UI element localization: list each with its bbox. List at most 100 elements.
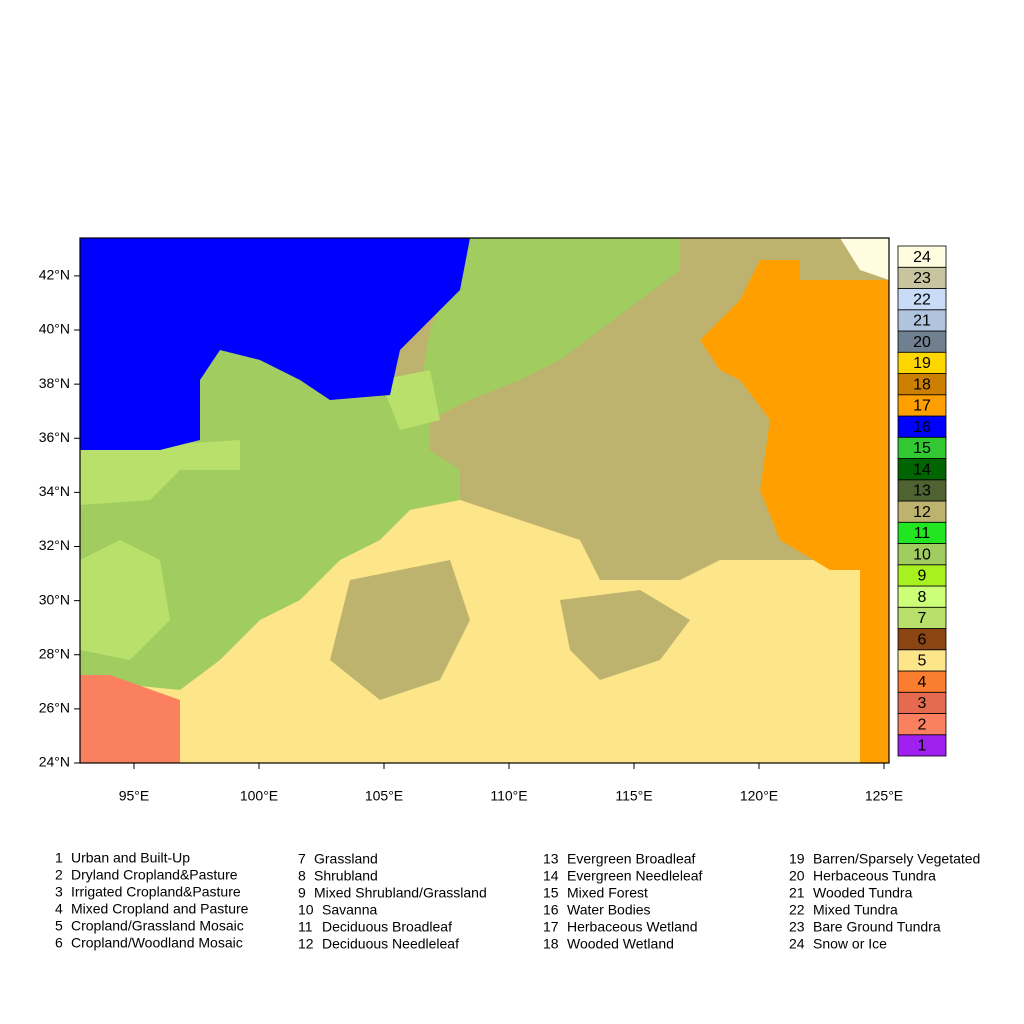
colorbar-label: 7	[918, 610, 927, 627]
map-frame	[79, 237, 890, 764]
colorbar-label: 8	[918, 589, 927, 606]
map-region	[840, 238, 889, 280]
colorbar-label: 9	[918, 568, 927, 585]
legend-code: 1	[55, 850, 63, 866]
legend-name: Mixed Forest	[567, 885, 648, 901]
legend-name: Irrigated Cropland&Pasture	[71, 884, 241, 900]
legend-name: Herbaceous Wetland	[567, 919, 697, 935]
map-region	[80, 238, 470, 450]
legend-code: 21	[789, 885, 805, 901]
colorbar-label: 4	[918, 674, 927, 691]
colorbar-label: 17	[913, 398, 931, 415]
legend-name: Wooded Tundra	[813, 885, 913, 901]
colorbar-box	[897, 245, 947, 268]
legend-name: Wooded Wetland	[567, 936, 674, 952]
legend: 1 Urban and Built-Up 2 Dryland Cropland&Pas…	[55, 850, 980, 952]
map-region	[80, 500, 860, 763]
map-region	[80, 440, 240, 505]
legend-code: 3	[55, 884, 63, 900]
x-tick-label: 105°E	[365, 788, 403, 804]
map-region	[380, 370, 440, 430]
colorbar-label: 1	[918, 738, 927, 755]
legend-code: 8	[298, 868, 306, 884]
colorbar-label: 24	[913, 249, 931, 266]
legend-name: Dryland Cropland&Pasture	[71, 867, 238, 883]
y-tick-label: 40°N	[39, 321, 70, 337]
y-tick-label: 34°N	[39, 483, 70, 499]
y-tick-label: 42°N	[39, 267, 70, 283]
y-tick-label: 26°N	[39, 700, 70, 716]
map-region	[700, 260, 889, 763]
legend-code: 15	[543, 885, 559, 901]
legend-code: 12	[298, 936, 314, 952]
legend-name: Urban and Built-Up	[71, 850, 190, 866]
y-tick-label: 38°N	[39, 375, 70, 391]
x-tick-label: 120°E	[740, 788, 778, 804]
legend-name: Shrubland	[314, 868, 378, 884]
legend-code: 24	[789, 936, 805, 952]
colorbar-label: 15	[913, 440, 931, 457]
legend-code: 7	[298, 851, 306, 867]
legend-code: 20	[789, 868, 805, 884]
map-region	[80, 350, 460, 690]
axes: 95°E 100°E 105°E 110°E 115°E 120°E 125°E 24°N 26…	[39, 267, 903, 804]
y-tick-label: 32°N	[39, 537, 70, 553]
legend-code: 23	[789, 919, 805, 935]
colorbar-label: 16	[913, 419, 931, 436]
legend-name: Deciduous Broadleaf	[322, 919, 452, 935]
legend-name: Mixed Tundra	[813, 902, 898, 918]
legend-name: Deciduous Needleleaf	[322, 936, 459, 952]
colorbar-label: 3	[918, 695, 927, 712]
x-tick-label: 95°E	[119, 788, 150, 804]
legend-code: 13	[543, 851, 559, 867]
x-tick-label: 115°E	[615, 788, 652, 804]
colorbar-label: 2	[918, 716, 927, 733]
colorbar-label: 10	[913, 546, 931, 563]
colorbar-label: 20	[913, 334, 931, 351]
y-tick-label: 28°N	[39, 645, 70, 661]
legend-code: 19	[789, 851, 805, 867]
y-tick-label: 24°N	[39, 754, 70, 770]
colorbar-label: 18	[913, 376, 931, 393]
map-region	[560, 590, 690, 680]
legend-name: Water Bodies	[567, 902, 651, 918]
legend-name: Herbaceous Tundra	[813, 868, 936, 884]
map-region	[80, 540, 170, 660]
legend-name: Cropland/Grassland Mosaic	[71, 918, 244, 934]
x-tick-label: 110°E	[490, 788, 527, 804]
map-region	[420, 238, 680, 420]
legend-code: 2	[55, 867, 63, 883]
colorbar-label: 5	[918, 653, 927, 670]
legend-code: 10	[298, 902, 314, 918]
legend-name: Mixed Shrubland/Grassland	[314, 885, 487, 901]
map-region	[330, 560, 470, 700]
legend-name: Bare Ground Tundra	[813, 919, 941, 935]
legend-code: 9	[298, 885, 306, 901]
legend-code: 5	[55, 918, 63, 934]
legend-code: 4	[55, 901, 63, 917]
colorbar-label: 6	[918, 631, 927, 648]
colorbar-label: 22	[913, 291, 931, 308]
legend-name: Barren/Sparsely Vegetated	[813, 851, 980, 867]
legend-code: 18	[543, 936, 559, 952]
legend-name: Cropland/Woodland Mosaic	[71, 935, 243, 951]
x-tick-label: 100°E	[240, 788, 278, 804]
x-tick-label: 125°E	[865, 788, 903, 804]
colorbar-label: 23	[913, 270, 931, 287]
legend-name: Evergreen Broadleaf	[567, 851, 696, 867]
legend-code: 22	[789, 902, 805, 918]
colorbar-label: 14	[913, 461, 931, 478]
legend-code: 11	[298, 919, 313, 935]
colorbar-label: 21	[913, 313, 931, 330]
land-use-map	[79, 237, 890, 764]
legend-name: Grassland	[314, 851, 378, 867]
y-tick-label: 36°N	[39, 429, 70, 445]
legend-name: Savanna	[322, 902, 377, 918]
legend-name: Snow or Ice	[813, 936, 887, 952]
legend-name: Mixed Cropland and Pasture	[71, 901, 249, 917]
legend-name: Evergreen Needleleaf	[567, 868, 703, 884]
colorbar-label: 11	[914, 525, 931, 542]
y-tick-label: 30°N	[39, 591, 70, 607]
